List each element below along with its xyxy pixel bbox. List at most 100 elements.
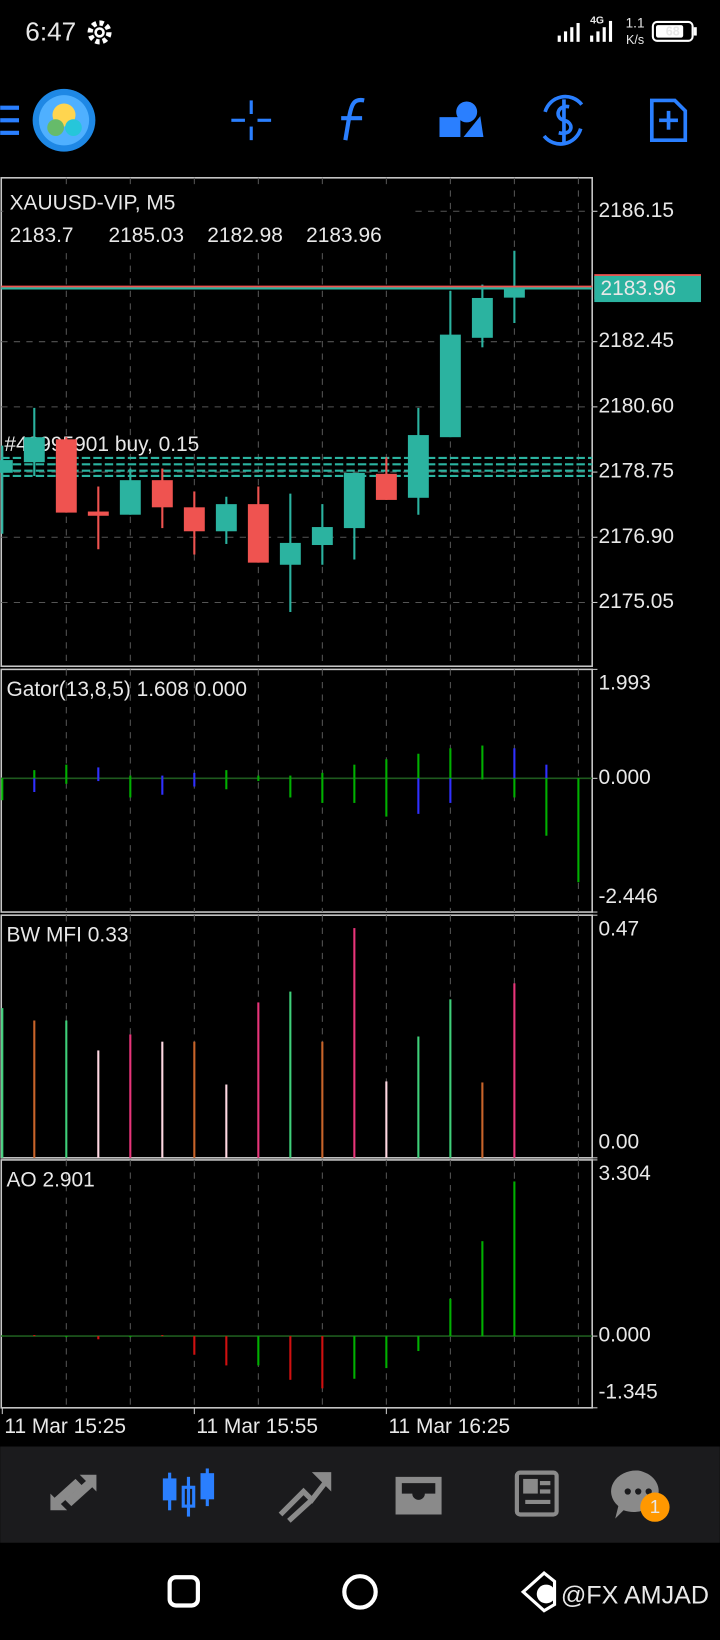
indicator-bar <box>353 764 356 779</box>
indicator-title: Gator(13,8,5) 1.608 0.000 <box>6 678 247 701</box>
candle-body <box>375 473 397 500</box>
menu-button[interactable] <box>0 105 20 135</box>
indicator-bar <box>257 1002 260 1158</box>
crosshair-button[interactable] <box>231 100 272 141</box>
indicator-bar <box>65 778 68 784</box>
indicator-bar <box>225 1336 228 1366</box>
indicator-bar <box>513 1181 516 1337</box>
indicator-bar <box>1 1335 4 1337</box>
indicator-bar <box>193 778 196 787</box>
indicator-bar <box>481 1082 484 1158</box>
app-logo[interactable] <box>32 88 96 152</box>
ohlc-open: 2183.7 <box>10 224 74 247</box>
indicator-bar <box>161 778 164 795</box>
candle-body <box>311 527 333 546</box>
y-tick-label: 2182.45 <box>598 329 674 352</box>
candle-body <box>183 507 205 532</box>
battery-level: 68 <box>666 25 680 39</box>
y-tick-label: 0.00 <box>598 1131 639 1154</box>
indicator-bar <box>225 770 228 779</box>
net-speed-unit: K/s <box>626 33 644 47</box>
indicator-bar <box>577 778 580 883</box>
signal-icons <box>557 20 613 42</box>
candle-body <box>87 511 109 516</box>
indicator-bar <box>289 778 292 798</box>
indicator-bar <box>129 775 132 779</box>
net-speed: 1.1 <box>626 16 645 31</box>
new-order-button[interactable] <box>649 98 688 142</box>
indicator-bar <box>513 748 516 779</box>
header-bg <box>3 186 412 252</box>
candle-body <box>119 480 141 515</box>
indicator-bar <box>545 778 548 836</box>
chat-tab[interactable] <box>611 1470 670 1522</box>
symbol-label: XAUUSD-VIP, M5 <box>10 191 176 214</box>
indicator-bar <box>193 1336 196 1355</box>
indicator-bar <box>257 775 260 779</box>
indicator-bar <box>97 1336 100 1340</box>
indicator-bar <box>513 983 516 1158</box>
indicator-bar <box>353 778 356 803</box>
indicator-bar <box>545 764 548 779</box>
indicator-bar <box>417 778 420 814</box>
quotes-tab[interactable] <box>50 1474 97 1511</box>
indicator-title: AO 2.901 <box>6 1168 94 1191</box>
indicator-bar <box>353 928 356 1158</box>
ohlc-low: 2182.98 <box>207 224 283 247</box>
y-tick-label: -1.345 <box>598 1381 657 1404</box>
bottom-nav <box>0 1446 720 1543</box>
candle-body <box>407 435 429 498</box>
indicator-bar <box>417 1036 420 1158</box>
indicator-bar <box>385 778 388 817</box>
indicator-bar <box>449 1298 452 1337</box>
trade-button[interactable] <box>542 94 584 146</box>
y-tick-label: 0.000 <box>598 1324 650 1347</box>
history-tab[interactable] <box>395 1476 442 1515</box>
chart-tab[interactable] <box>162 1468 215 1517</box>
battery-icon <box>651 20 697 42</box>
candle-body <box>503 288 525 298</box>
recent-apps-button[interactable] <box>167 1575 200 1608</box>
indicator-bar <box>97 778 100 782</box>
home-button[interactable] <box>342 1574 378 1610</box>
indicator-bar <box>481 778 484 780</box>
y-tick-label: 2175.05 <box>598 590 674 613</box>
indicator-bar <box>449 778 452 803</box>
indicator-bar <box>321 1041 324 1158</box>
candle-body <box>247 504 269 563</box>
indicator-bar <box>129 778 132 798</box>
indicator-bar <box>385 1336 388 1369</box>
indicator-bar <box>481 1241 484 1337</box>
indicator-bar <box>321 778 324 803</box>
indicator-bar <box>225 778 228 790</box>
indicator-bar <box>513 778 516 798</box>
time-label: 11 Mar 15:55 <box>196 1415 318 1438</box>
indicator-bar <box>353 1336 356 1379</box>
candle-body <box>215 504 237 532</box>
y-tick-label: 0.47 <box>598 917 639 940</box>
ohlc-close: 2183.96 <box>306 224 382 247</box>
objects-button[interactable] <box>439 101 484 138</box>
indicator-bar <box>289 1336 292 1380</box>
indicator-bar <box>33 778 36 792</box>
y-tick-label: 2186.15 <box>598 199 674 222</box>
y-tick-label: -2.446 <box>598 885 657 908</box>
indicators-button[interactable] <box>341 97 365 141</box>
order-label: #48995901 buy, 0.15 <box>4 433 199 456</box>
trade-tab[interactable] <box>278 1472 332 1523</box>
indicator-bar <box>97 767 100 779</box>
candle-body <box>439 334 461 438</box>
indicator-bar <box>225 1084 228 1158</box>
y-tick-label: 2176.90 <box>598 525 674 548</box>
time-label: 11 Mar 15:25 <box>4 1415 126 1438</box>
indicator-bar <box>449 748 452 779</box>
indicator-bar <box>417 753 420 779</box>
candle-body <box>279 542 301 565</box>
ohlc-high: 2185.03 <box>108 224 184 247</box>
indicator-bar <box>1 1008 4 1158</box>
pane-frame <box>0 177 593 668</box>
news-tab[interactable] <box>514 1470 559 1517</box>
bid-label: 2183.96 <box>601 277 677 300</box>
